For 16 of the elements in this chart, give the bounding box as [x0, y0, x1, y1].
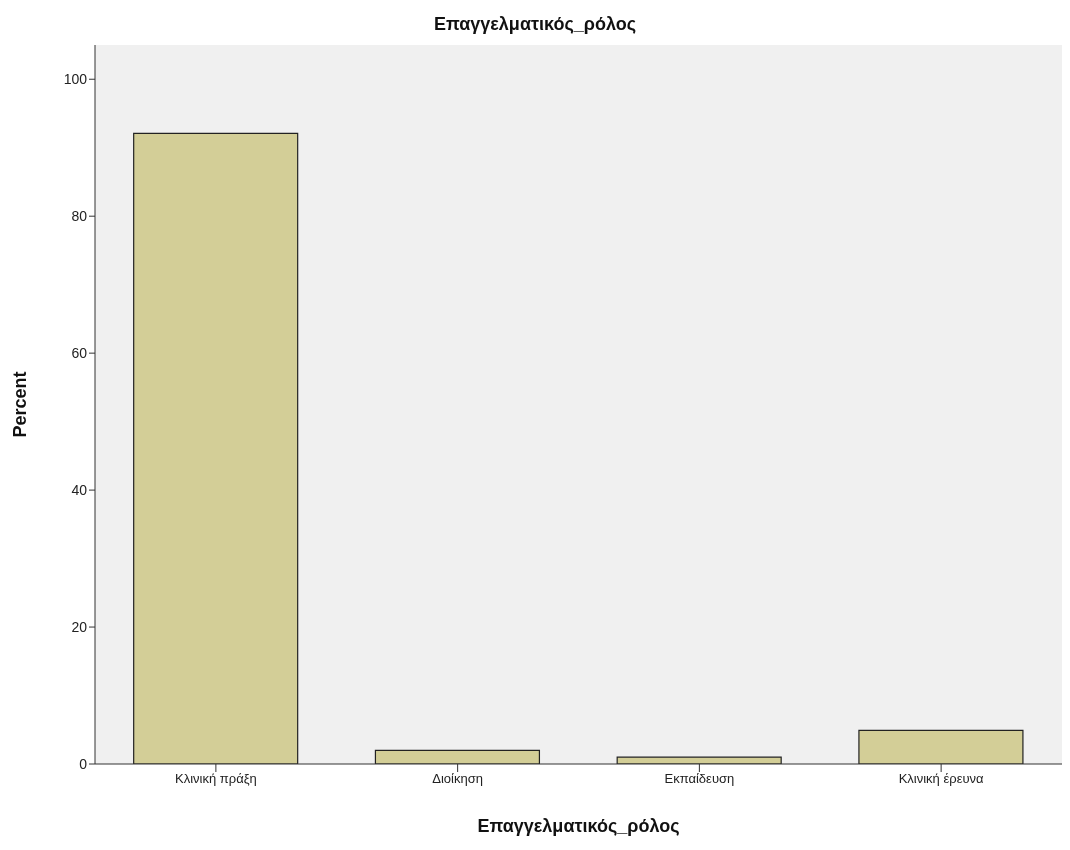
- y-axis-title: Percent: [10, 371, 31, 438]
- bar: [374, 749, 541, 764]
- x-tick-label: Διοίκηση: [432, 771, 483, 787]
- y-tick-label: 100: [63, 71, 88, 88]
- y-tick-label: 60: [71, 345, 88, 362]
- bar: [858, 729, 1024, 764]
- y-tick-label: 40: [71, 482, 88, 499]
- bar: [133, 132, 299, 764]
- x-tick-label: Κλινική έρευνα: [898, 771, 985, 787]
- y-tick-label: 0: [79, 755, 88, 772]
- chart-title: Επαγγελματικός_ρόλος: [432, 14, 638, 35]
- x-axis-title: Επαγγελματικός_ρόλος: [477, 816, 680, 836]
- y-tick-label: 20: [71, 619, 88, 636]
- x-tick-label: Κλινική πράξη: [175, 771, 257, 787]
- y-tick-label: 80: [71, 208, 88, 225]
- x-tick-label: Εκπαίδευση: [664, 771, 735, 787]
